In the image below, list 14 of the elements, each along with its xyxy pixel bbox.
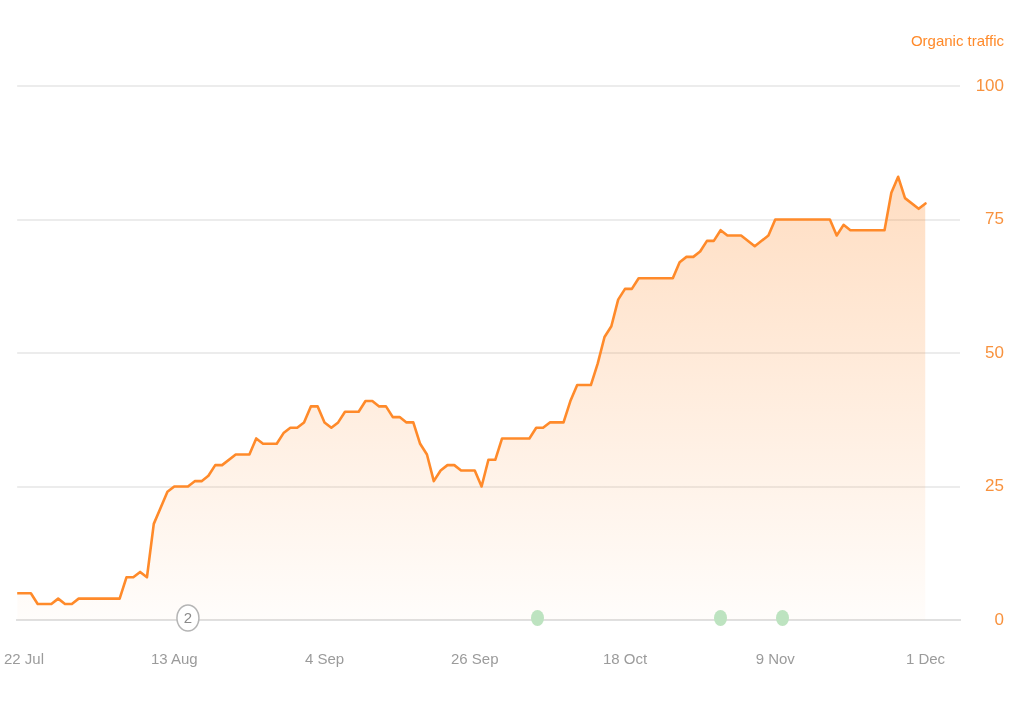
annotation: 2 <box>183 609 193 627</box>
x-tick-label: 1 Dec <box>905 650 946 668</box>
y-tick-label: 0 <box>994 609 1004 629</box>
y-tick-label: 75 <box>985 209 1004 229</box>
y-tick-label: 50 <box>985 342 1004 362</box>
x-tick-label: 9 Nov <box>755 650 796 668</box>
x-tick-label: 22 Jul <box>4 650 45 668</box>
x-tick-label: 13 Aug <box>150 650 198 668</box>
x-tick-label: 18 Oct <box>602 650 648 668</box>
x-tick-label: 26 Sep <box>450 650 499 668</box>
y-axis-title: Organic traffic <box>910 32 1005 50</box>
x-tick-label: 4 Sep <box>304 650 345 668</box>
y-tick-label: 25 <box>985 476 1004 496</box>
y-tick-label: 100 <box>975 75 1004 95</box>
